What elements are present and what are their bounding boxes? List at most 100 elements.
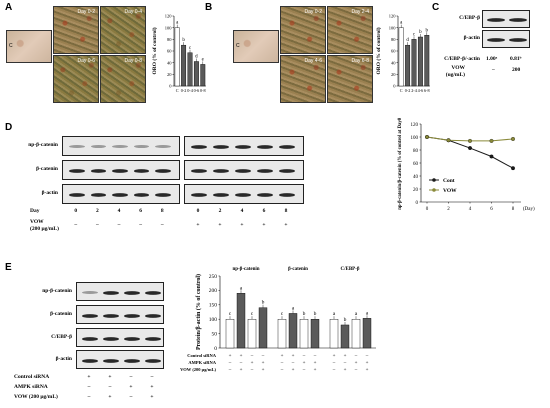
blot-e-row <box>76 282 164 301</box>
blot-band <box>103 314 119 318</box>
blot-band <box>145 359 161 363</box>
x-axis-unit: (Day) <box>523 207 535 212</box>
y-tick-label: 120 <box>389 14 397 19</box>
vow-value: + <box>218 222 222 228</box>
x-tick-label: 8 <box>512 207 515 212</box>
condition-value: + <box>251 361 254 366</box>
chart-e-bar: 0 50 100 150 200 250 Protein/β-actin (% of con… <box>180 267 376 373</box>
y-axis-label: ORO (% of control) <box>375 27 382 74</box>
blot-band <box>124 291 140 295</box>
blot-e-condition-value: – <box>129 394 133 400</box>
significance-label: a <box>366 310 369 316</box>
significance-label: c <box>229 311 232 317</box>
bar <box>417 36 423 87</box>
y-tick-label: 200 <box>209 288 218 294</box>
day-value: 0 <box>196 208 200 214</box>
y-tick-label: 20 <box>167 72 172 77</box>
blot-c-vow-value: – <box>492 67 495 73</box>
significance-label: b <box>303 311 306 317</box>
micrograph-b-day0-2: Day 0-2 <box>280 6 326 54</box>
blot-band <box>103 337 119 341</box>
y-tick-label: 150 <box>209 303 218 309</box>
panel-label-c: C <box>432 2 440 13</box>
blot-band <box>145 337 161 341</box>
significance-label: c <box>413 32 416 37</box>
day-value: 4 <box>240 208 244 214</box>
vow-value: + <box>240 222 244 228</box>
blot-e-row <box>76 305 164 324</box>
vow-value: – <box>117 222 121 228</box>
blot-band <box>235 145 251 149</box>
y-tick-label: 120 <box>165 14 173 19</box>
x-tick-label: 0-2 <box>405 88 411 93</box>
vow-value: – <box>160 222 164 228</box>
blot-e-row-label: β-catenin <box>50 311 72 317</box>
condition-value: – <box>228 361 232 366</box>
blot-band <box>124 337 140 341</box>
x-tick-label: 4 <box>469 207 472 212</box>
blot-band <box>145 291 161 295</box>
micrograph-a-day0-2: Day 0-2 <box>53 6 99 54</box>
data-point <box>468 146 472 150</box>
condition-value: + <box>366 361 369 366</box>
y-tick-label: 120 <box>411 123 419 128</box>
condition-value: + <box>240 368 243 373</box>
blot-band <box>112 193 128 197</box>
group-label: np-β-catenin <box>232 267 259 272</box>
micrograph-a-control: C <box>6 30 52 63</box>
blot-band <box>145 314 161 318</box>
blot-e-condition-value: – <box>129 374 133 380</box>
blot-band <box>213 169 229 173</box>
bar <box>174 27 180 87</box>
blot-band <box>155 193 171 197</box>
blot-c-ratio-value: 1.00ᵃ <box>486 56 498 62</box>
blot-band <box>82 359 98 363</box>
condition-value: – <box>365 354 369 359</box>
day-value: 8 <box>160 208 164 214</box>
y-tick-label: 80 <box>167 37 172 42</box>
blot-e-condition-value: + <box>108 394 112 400</box>
day-value: 4 <box>117 208 121 214</box>
blot-band <box>213 145 229 149</box>
day-value: 2 <box>218 208 222 214</box>
significance-label: a <box>292 305 295 311</box>
significance-label: d <box>406 38 409 43</box>
blot-e-condition-value: + <box>129 384 133 390</box>
y-tick-label: 40 <box>413 175 419 180</box>
panel-label-b: B <box>205 2 213 13</box>
bar <box>181 44 187 87</box>
bar <box>288 313 298 349</box>
condition-value: – <box>302 354 306 359</box>
condition-value: – <box>280 368 284 373</box>
bar <box>329 319 339 349</box>
x-tick-label: C <box>400 88 403 93</box>
blot-c-vow-label: VOW <box>451 65 465 71</box>
group-label: C/EBP-β <box>340 267 359 272</box>
blot-d-row <box>184 184 304 204</box>
blot-band <box>257 145 273 149</box>
significance-label: c <box>281 311 284 317</box>
y-tick-label: 0 <box>214 346 217 352</box>
chart-d-line: 0 20 40 60 80 100 120 0 2 4 6 8 (Day) np-β-catenin/β-… <box>398 118 535 212</box>
y-tick-label: 100 <box>389 25 397 30</box>
significance-label: b <box>419 30 422 35</box>
blot-band <box>155 145 171 148</box>
y-tick-label: 40 <box>391 60 396 65</box>
vow-value: – <box>96 222 99 228</box>
blot-band <box>133 145 150 148</box>
blot-c-row-label: β-actin <box>463 35 480 41</box>
condition-value: – <box>332 361 336 366</box>
significance-label: a <box>176 21 179 26</box>
blot-d-row <box>184 136 304 156</box>
legend-label: VOW <box>443 188 457 194</box>
day-value: 6 <box>139 208 142 214</box>
blot-e-condition-value: + <box>150 384 154 390</box>
data-point <box>511 137 515 141</box>
blot-e-condition-value: – <box>150 374 154 380</box>
x-tick-label: 2 <box>447 207 450 212</box>
blot-band <box>124 359 140 363</box>
significance-label: b <box>262 300 265 306</box>
bar <box>424 35 430 87</box>
data-point <box>446 138 451 143</box>
blot-band <box>213 193 229 197</box>
